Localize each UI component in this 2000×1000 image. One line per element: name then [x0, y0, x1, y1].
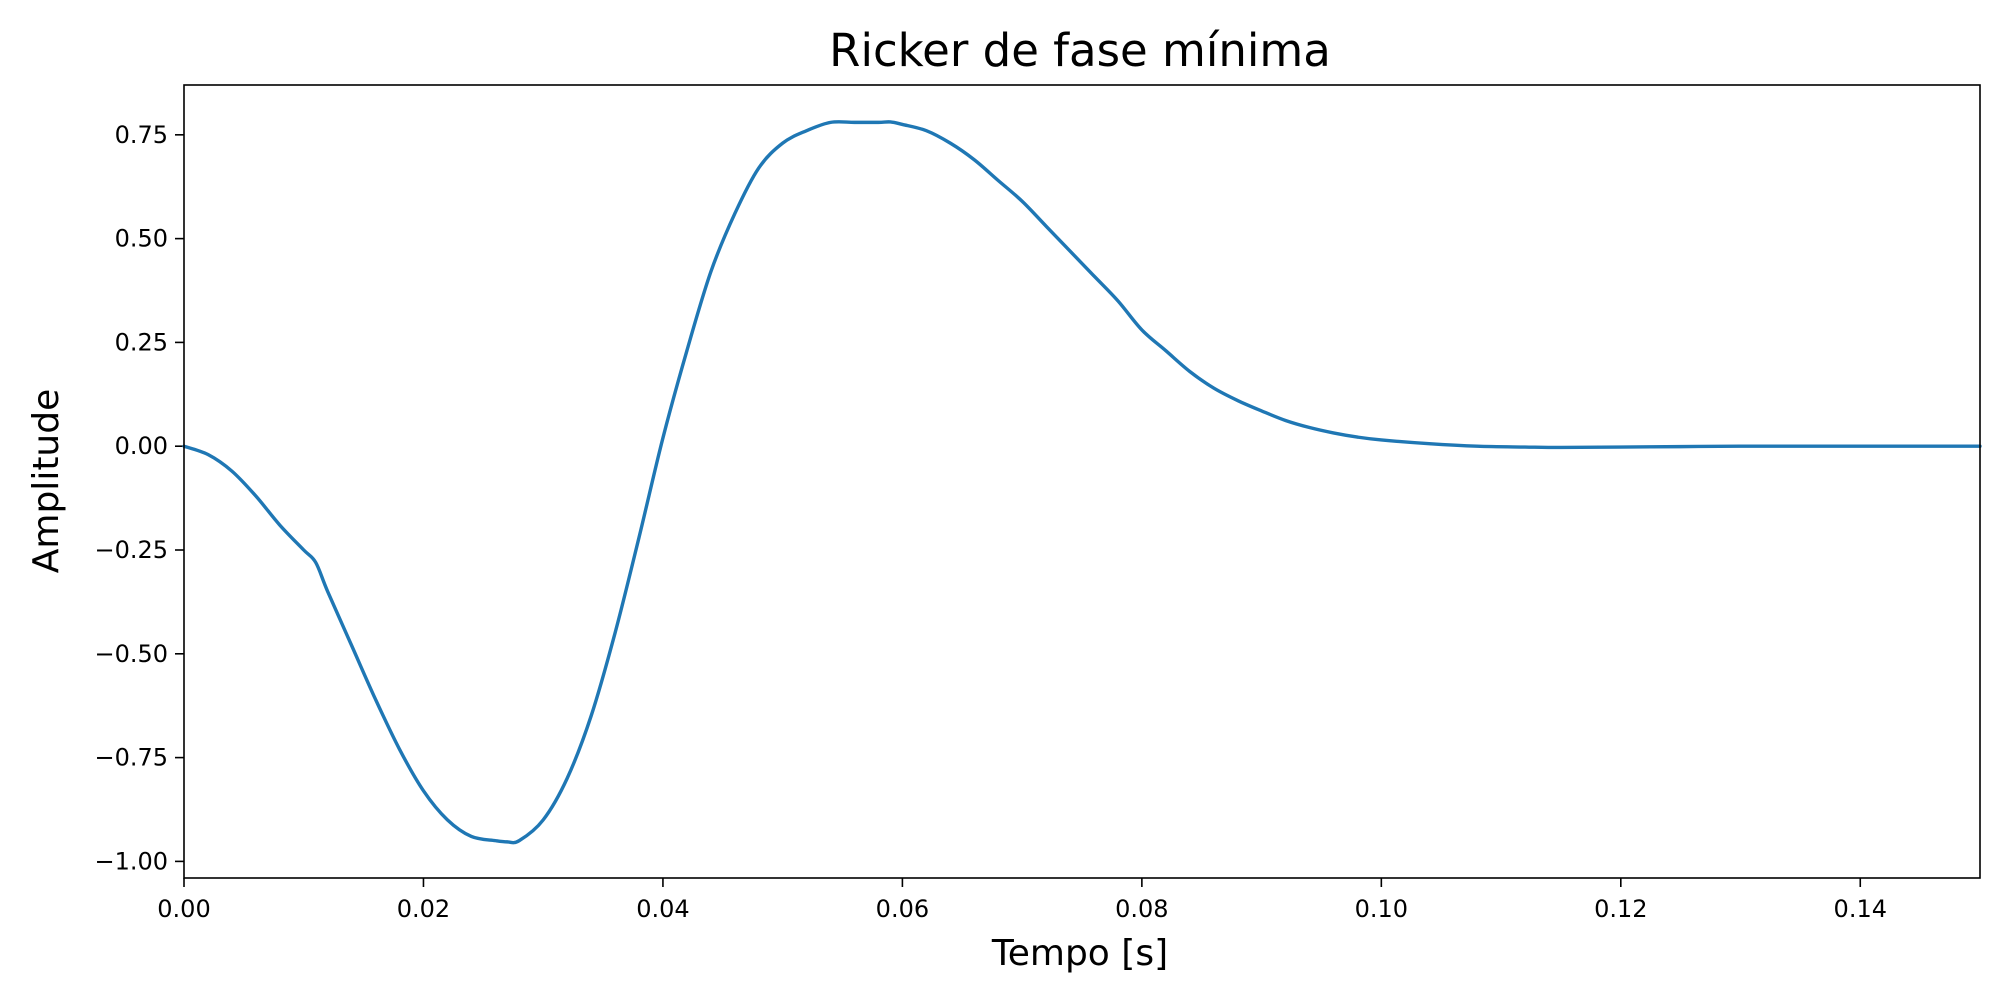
x-tick-label: 0.14 — [1834, 895, 1887, 923]
x-tick-label: 0.06 — [876, 895, 929, 923]
y-tick-label: 0.75 — [115, 121, 168, 149]
y-tick-label: 0.00 — [115, 432, 168, 460]
x-tick-label: 0.04 — [636, 895, 689, 923]
y-tick-label: −0.50 — [94, 640, 168, 668]
y-axis-ticks: 0.75 0.50 0.25 0.00 −0.25 −0.50 −0.75 −1.00 — [94, 121, 184, 875]
y-tick-label: 0.25 — [115, 328, 168, 356]
x-tick-label: 0.12 — [1594, 895, 1647, 923]
x-tick-label: 0.00 — [157, 895, 210, 923]
y-tick-label: 0.50 — [115, 225, 168, 253]
y-tick-label: −1.00 — [94, 847, 168, 875]
plot-frame — [183, 84, 1981, 879]
x-tick-label: 0.08 — [1115, 895, 1168, 923]
y-axis-label: Amplitude — [26, 389, 67, 573]
series-line — [182, 120, 1982, 845]
y-tick-label: −0.25 — [94, 536, 168, 564]
x-axis-ticks: 0.00 0.02 0.04 0.06 0.08 0.10 0.12 0.14 — [157, 878, 1887, 923]
x-tick-label: 0.10 — [1355, 895, 1408, 923]
chart-title: Ricker de fase mínima — [829, 24, 1331, 77]
y-tick-label: −0.75 — [94, 744, 168, 772]
x-tick-label: 0.02 — [397, 895, 450, 923]
x-axis-label: Tempo [s] — [991, 933, 1168, 974]
